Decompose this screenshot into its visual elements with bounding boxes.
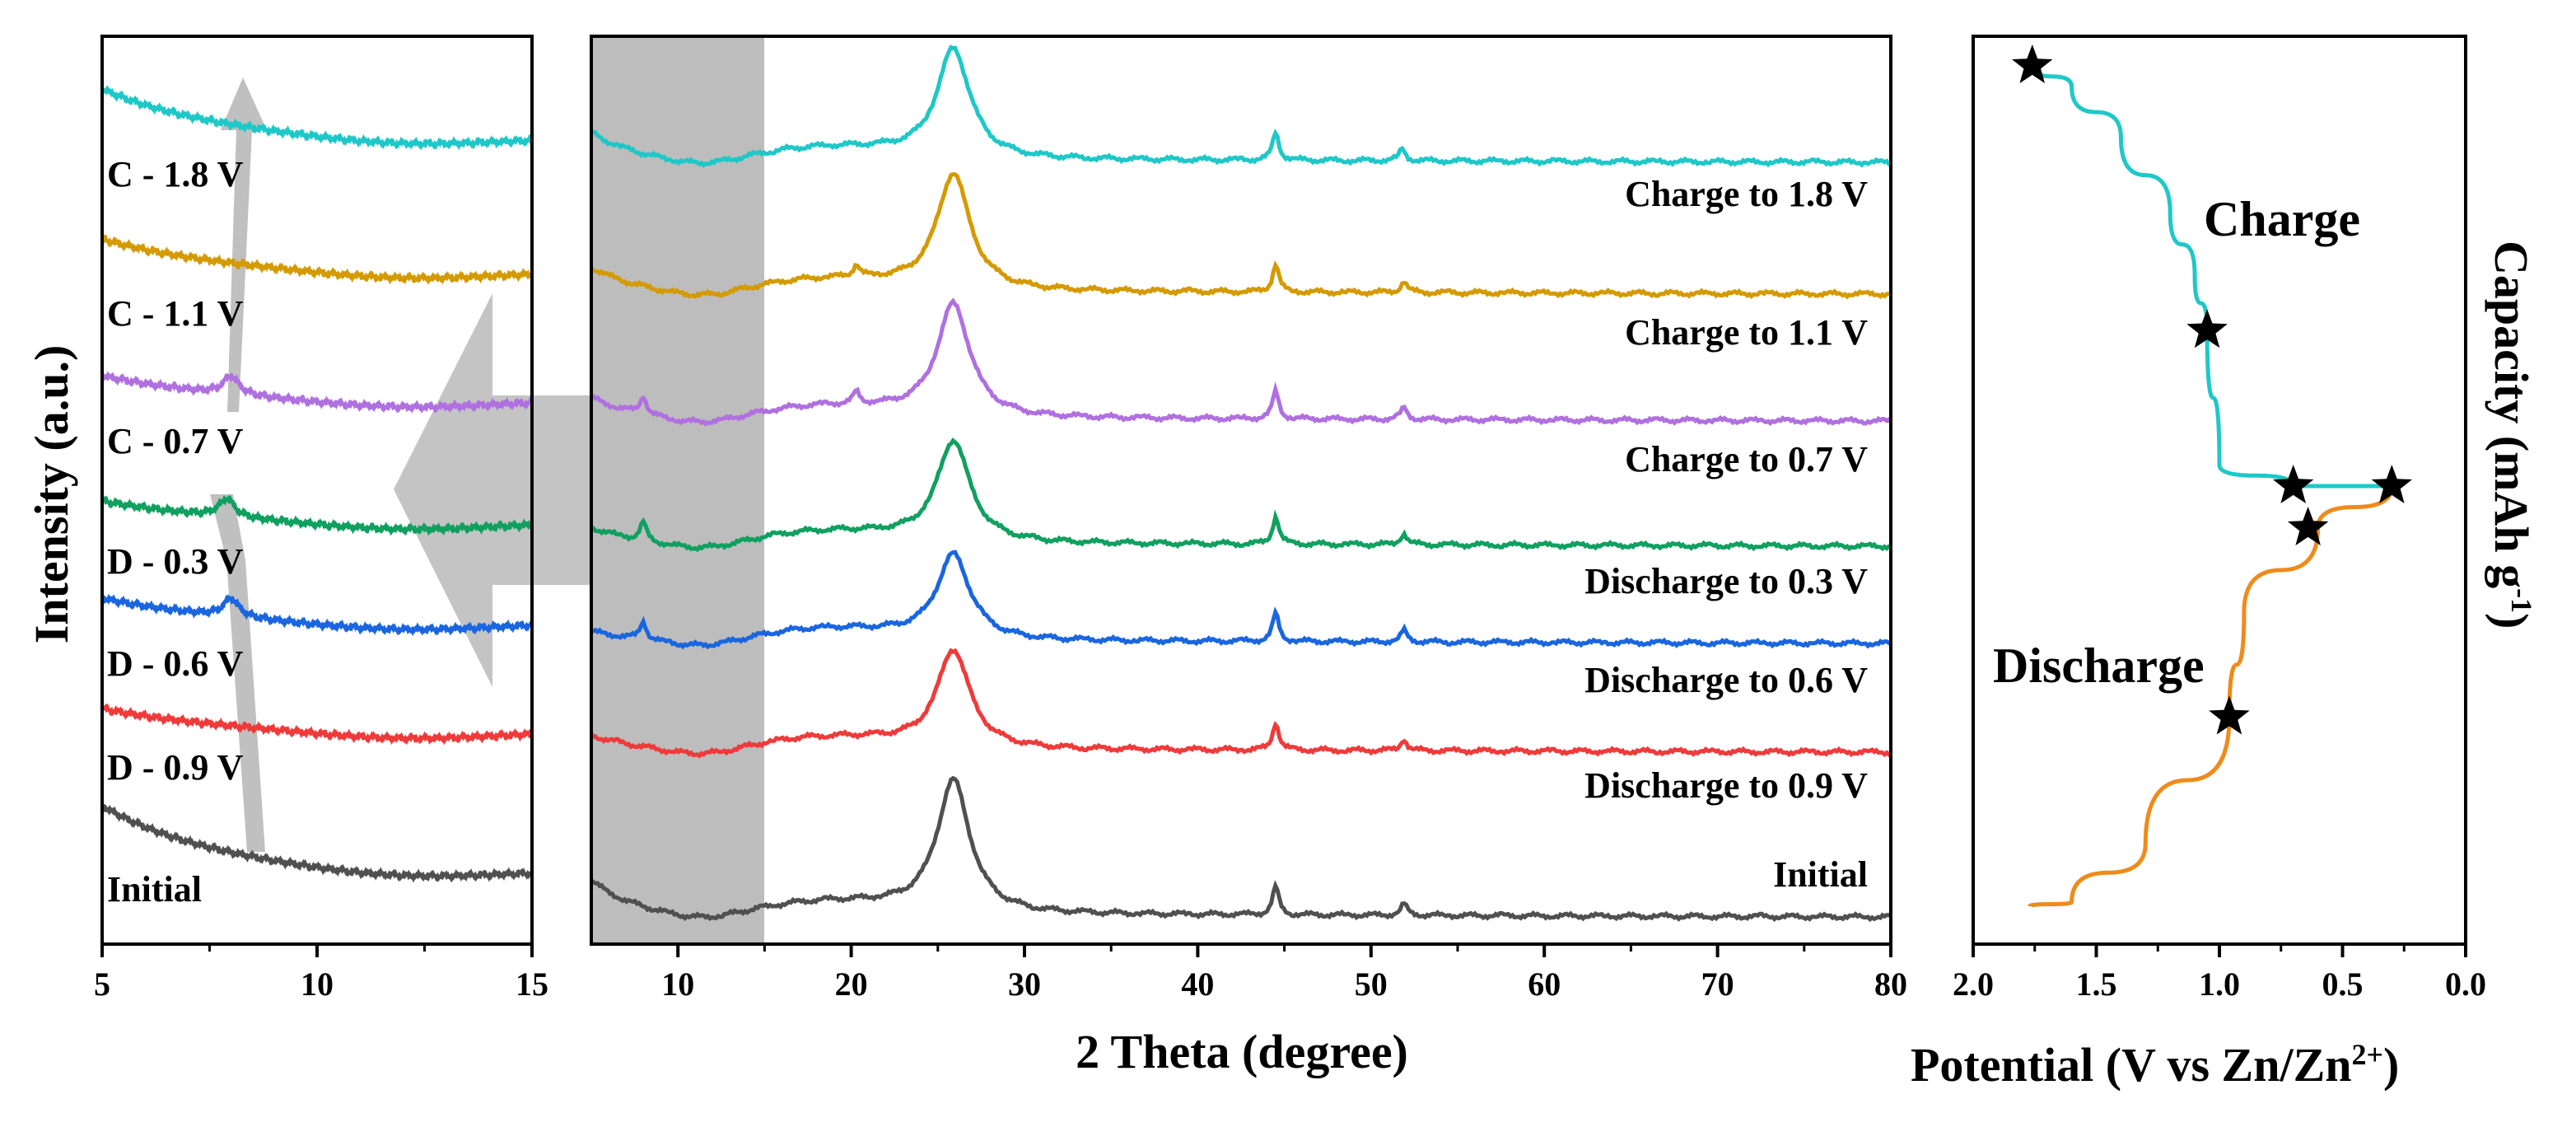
tick-label: 2.0	[1953, 966, 1994, 1003]
middle-series-line	[590, 437, 1892, 553]
left-arrow-upper	[221, 77, 267, 412]
star-marker	[2371, 465, 2412, 503]
right-y-title-main: Capacity (mAh g	[2485, 241, 2538, 588]
left-series-line	[100, 803, 534, 883]
middle-panel-curves	[589, 44, 1892, 923]
tick-label: 20	[835, 966, 868, 1003]
left-series-line	[100, 85, 534, 151]
left-label-c07: C - 0.7 V	[107, 421, 244, 461]
left-series-line	[100, 703, 534, 746]
x-axis-title-middle: 2 Theta (degree)	[1076, 1025, 1408, 1078]
tick-label: 5	[94, 966, 110, 1003]
middle-series-line	[590, 549, 1892, 650]
star-marker	[2273, 465, 2314, 503]
right-y-title-close: )	[2485, 613, 2538, 629]
left-label-c18: C - 1.8 V	[107, 154, 244, 194]
x-title-right-sup: 2+	[2352, 1038, 2384, 1071]
big-arrow	[394, 293, 591, 687]
mid-label-c07: Charge to 0.7 V	[1625, 439, 1868, 479]
left-panel-curves	[100, 85, 534, 883]
mid-label-c18: Charge to 1.8 V	[1625, 174, 1868, 214]
x-axis-title-right: Potential (V vs Zn/Zn2+)	[1911, 1038, 2399, 1092]
tick-label: 1.5	[2076, 966, 2117, 1003]
mid-label-d03: Discharge to 0.3 V	[1584, 561, 1868, 601]
mid-label-initial: Initial	[1773, 854, 1868, 895]
x-title-right-close: )	[2383, 1038, 2399, 1092]
tick-label: 70	[1701, 966, 1734, 1003]
tick-label: 10	[661, 966, 694, 1003]
right-series-line	[2028, 485, 2394, 908]
left-label-c11: C - 1.1 V	[107, 293, 244, 334]
left-series-line	[100, 371, 534, 414]
mid-label-d06: Discharge to 0.6 V	[1584, 660, 1868, 700]
charge-label: Charge	[2204, 192, 2360, 246]
star-marker	[2209, 695, 2250, 735]
y-axis-title: Intensity (a.u.)	[25, 345, 78, 644]
right-y-axis-title: Capacity (mAh g-1)	[2485, 241, 2538, 629]
tick-label: 30	[1008, 966, 1041, 1003]
left-label-d03: D - 0.3 V	[107, 541, 244, 582]
right-y-title-sup: -1	[2505, 588, 2538, 613]
shaded-region	[591, 36, 764, 944]
middle-series-line	[590, 775, 1892, 923]
tick-label: 10	[301, 966, 334, 1003]
middle-series-line	[589, 44, 1892, 168]
right-series-line	[2030, 65, 2392, 489]
left-label-d09: D - 0.9 V	[107, 747, 244, 788]
tick-label: 15	[516, 966, 548, 1003]
tick-label: 50	[1355, 966, 1388, 1003]
tick-label: 0.0	[2445, 966, 2486, 1003]
left-series-line	[101, 234, 534, 285]
axis-ticks: 5 10 15 10 20 30 40 50 60 70 80 2.0 1.5 1.0 0.5 0.0	[94, 944, 2486, 1003]
middle-series-line	[589, 648, 1892, 759]
left-label-initial: Initial	[107, 869, 202, 910]
mid-label-d09: Discharge to 0.9 V	[1584, 765, 1868, 806]
left-series-line	[100, 593, 534, 637]
middle-series-line	[589, 172, 1892, 300]
tick-label: 40	[1181, 966, 1214, 1003]
mid-label-c11: Charge to 1.1 V	[1625, 312, 1868, 353]
left-series-line	[100, 494, 534, 536]
tick-label: 60	[1528, 966, 1561, 1003]
tick-label: 80	[1874, 966, 1907, 1003]
tick-label: 0.5	[2322, 966, 2364, 1003]
middle-panel-frame	[590, 35, 1892, 946]
left-arrow-lower	[210, 494, 265, 852]
discharge-label: Discharge	[1993, 638, 2205, 693]
star-marker	[2012, 44, 2053, 83]
tick-label: 1.0	[2199, 966, 2240, 1003]
star-marker	[2186, 309, 2228, 348]
x-title-right-main: Potential (V vs Zn/Zn	[1911, 1038, 2352, 1092]
star-marker	[2287, 507, 2329, 545]
left-label-d06: D - 0.6 V	[107, 643, 244, 684]
right-panel-curves	[2012, 44, 2412, 908]
middle-series-line	[590, 297, 1892, 427]
